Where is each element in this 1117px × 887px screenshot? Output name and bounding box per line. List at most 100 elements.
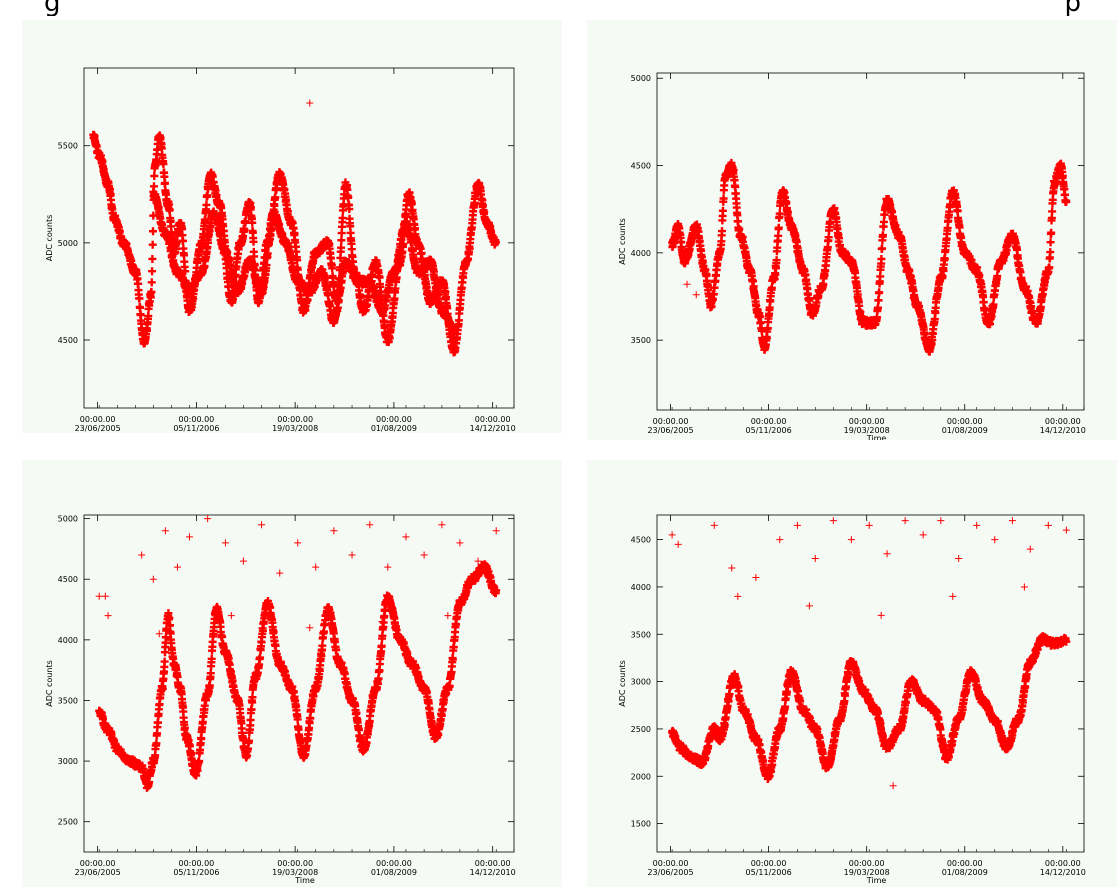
series-marker-secondary: [263, 249, 272, 258]
x-tick-label-time: 00:00.00: [178, 415, 214, 424]
series-marker: [993, 272, 1002, 281]
x-tick-label-date: 05/11/2006: [746, 426, 792, 435]
series-marker: [878, 231, 887, 240]
series-marker: [328, 264, 337, 273]
outlier-marker: [221, 539, 229, 547]
outlier-marker: [155, 630, 163, 638]
series-marker: [148, 240, 157, 249]
y-tick-label: 2500: [631, 725, 651, 734]
series-marker: [248, 218, 257, 227]
y-tick-label: 4500: [58, 575, 78, 584]
x-tick-label-date: 23/06/2005: [647, 426, 693, 435]
series-marker: [161, 633, 170, 642]
series-marker: [195, 757, 204, 766]
series-marker: [150, 172, 159, 180]
y-axis-label: ADC counts: [45, 215, 54, 262]
series-marker: [135, 294, 144, 303]
y-tick-label: 3000: [631, 678, 651, 687]
series-marker: [877, 255, 886, 264]
series-marker: [492, 586, 501, 595]
series-marker: [246, 203, 255, 212]
series-marker: [878, 244, 887, 253]
series-marker: [306, 714, 315, 723]
series-marker: [256, 653, 265, 662]
y-tick-label: 2000: [631, 772, 651, 781]
x-tick-label-date: 14/12/2010: [470, 868, 516, 877]
series-marker: [165, 613, 174, 622]
x-axis-label: Time: [294, 432, 315, 433]
chart-panel-top-right: 3500 4000 4500 5000 00:00.00 23/06/2005 00:00.…: [587, 20, 1117, 440]
plot-points: [89, 99, 500, 357]
series-marker: [879, 217, 888, 226]
outlier-marker: [444, 612, 452, 620]
series-marker: [448, 655, 457, 664]
outlier-marker: [330, 527, 338, 535]
series-marker: [250, 252, 259, 261]
series-marker: [147, 278, 156, 287]
y-tick-label: 4000: [631, 249, 651, 258]
x-tick-label-time: 00:00.00: [277, 415, 313, 424]
x-tick-label-time: 00:00.00: [947, 417, 983, 426]
series-marker: [144, 312, 153, 321]
y-tick-label: 5000: [58, 515, 78, 524]
chart-panel-bottom-right: 1500 2000 2500 3000 3500 4000 4500 00:00.00 23/0…: [587, 460, 1117, 887]
series-marker: [774, 223, 783, 232]
series-marker: [1028, 307, 1037, 316]
x-tick-label-date: 19/03/2008: [272, 868, 318, 877]
series-marker: [1045, 263, 1054, 272]
chart-top-left: 45005000550000:00.0023/06/200500:00.0005…: [45, 67, 516, 433]
series-marker: [772, 256, 781, 265]
outlier-marker: [683, 280, 691, 288]
outlier-marker: [276, 569, 284, 577]
series-marker: [953, 207, 962, 216]
y-tick-label: 5500: [58, 142, 78, 151]
plot-frame: [656, 72, 1085, 411]
x-tick-label-date: 01/08/2009: [371, 424, 417, 433]
series-marker: [338, 213, 347, 222]
series-marker: [767, 283, 776, 292]
series-marker: [835, 234, 844, 243]
series-marker: [161, 178, 170, 187]
outlier-marker: [420, 551, 428, 559]
y-tick-label: 3500: [58, 696, 78, 705]
series-marker: [775, 209, 784, 218]
series-marker: [249, 237, 258, 246]
outlier-marker: [312, 563, 320, 571]
outlier-marker: [95, 592, 103, 600]
x-tick-label-date: 19/03/2008: [272, 424, 318, 433]
series-marker: [1062, 197, 1071, 206]
series-marker: [197, 734, 206, 743]
series-marker: [201, 217, 210, 226]
series-marker: [718, 227, 727, 236]
outlier-marker: [384, 563, 392, 571]
outlier-marker: [101, 592, 109, 600]
cropped-heading-right: p: [1064, 0, 1081, 16]
outlier-marker: [227, 612, 235, 620]
cropped-heading-left: g: [44, 0, 61, 16]
series-marker: [491, 238, 500, 247]
outlier-marker: [692, 291, 700, 299]
series-marker: [148, 267, 157, 276]
series-marker: [207, 654, 216, 663]
series-marker-secondary: [449, 328, 458, 337]
series-marker: [271, 193, 280, 202]
series-marker: [875, 288, 884, 297]
plot-points: [95, 515, 501, 792]
series-marker: [147, 287, 156, 296]
chart-bottom-right: 150020002500300035004000450000:00.0023/0…: [618, 514, 1086, 885]
series-marker: [1046, 248, 1055, 257]
x-tick-label-time: 00:00.00: [475, 859, 511, 868]
outlier-marker: [456, 539, 464, 547]
x-tick-label-date: 05/11/2006: [173, 868, 219, 877]
series-marker: [245, 736, 254, 745]
y-tick-label: 4500: [631, 162, 651, 171]
series-marker: [247, 705, 256, 714]
y-tick-label: 4500: [58, 336, 78, 345]
series-marker: [248, 693, 257, 702]
x-tick-label-time: 00:00.00: [376, 415, 412, 424]
series-marker: [179, 236, 188, 245]
outlier-marker: [138, 551, 146, 559]
series-marker: [246, 716, 255, 725]
series-marker-secondary: [431, 276, 440, 285]
series-marker: [318, 641, 327, 650]
